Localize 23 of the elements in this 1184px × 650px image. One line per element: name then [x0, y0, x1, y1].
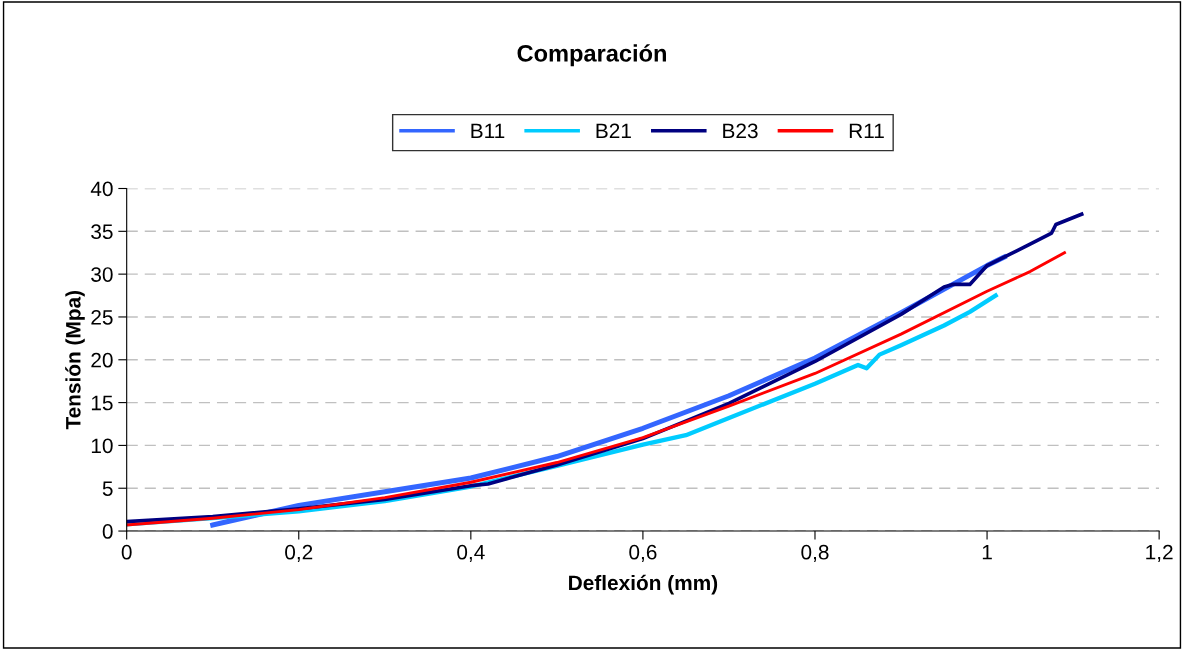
x-tick-label: 0,2	[285, 544, 313, 563]
x-tick-label: 1	[982, 545, 992, 560]
legend-label: B23	[723, 123, 758, 139]
legend-label: B21	[596, 123, 631, 139]
y-tick-label: 25	[91, 309, 113, 325]
y-tick-label: 10	[91, 438, 113, 454]
y-tick-label: 20	[91, 352, 113, 368]
x-axis-title: Deflexión (mm)	[569, 574, 718, 595]
x-tick-label: 0,4	[457, 544, 485, 563]
y-tick-label: 5	[102, 481, 113, 496]
y-tick-label: 0	[102, 524, 113, 539]
x-tick-label: 1,2	[1146, 544, 1173, 563]
x-tick-label: 0	[121, 544, 132, 560]
y-tick-label: 15	[91, 395, 113, 411]
y-tick-label: 30	[91, 267, 113, 282]
y-tick-label: 40	[90, 181, 113, 197]
legend-label: R11	[849, 123, 884, 139]
legend-label: B11	[471, 123, 505, 139]
chart-title: Comparación	[517, 44, 666, 67]
y-tick-label: 35	[91, 224, 113, 240]
x-tick-label: 0,8	[801, 544, 829, 563]
x-tick-label: 0,6	[629, 544, 657, 563]
y-axis-title: Tensión (Mpa)	[65, 290, 85, 430]
